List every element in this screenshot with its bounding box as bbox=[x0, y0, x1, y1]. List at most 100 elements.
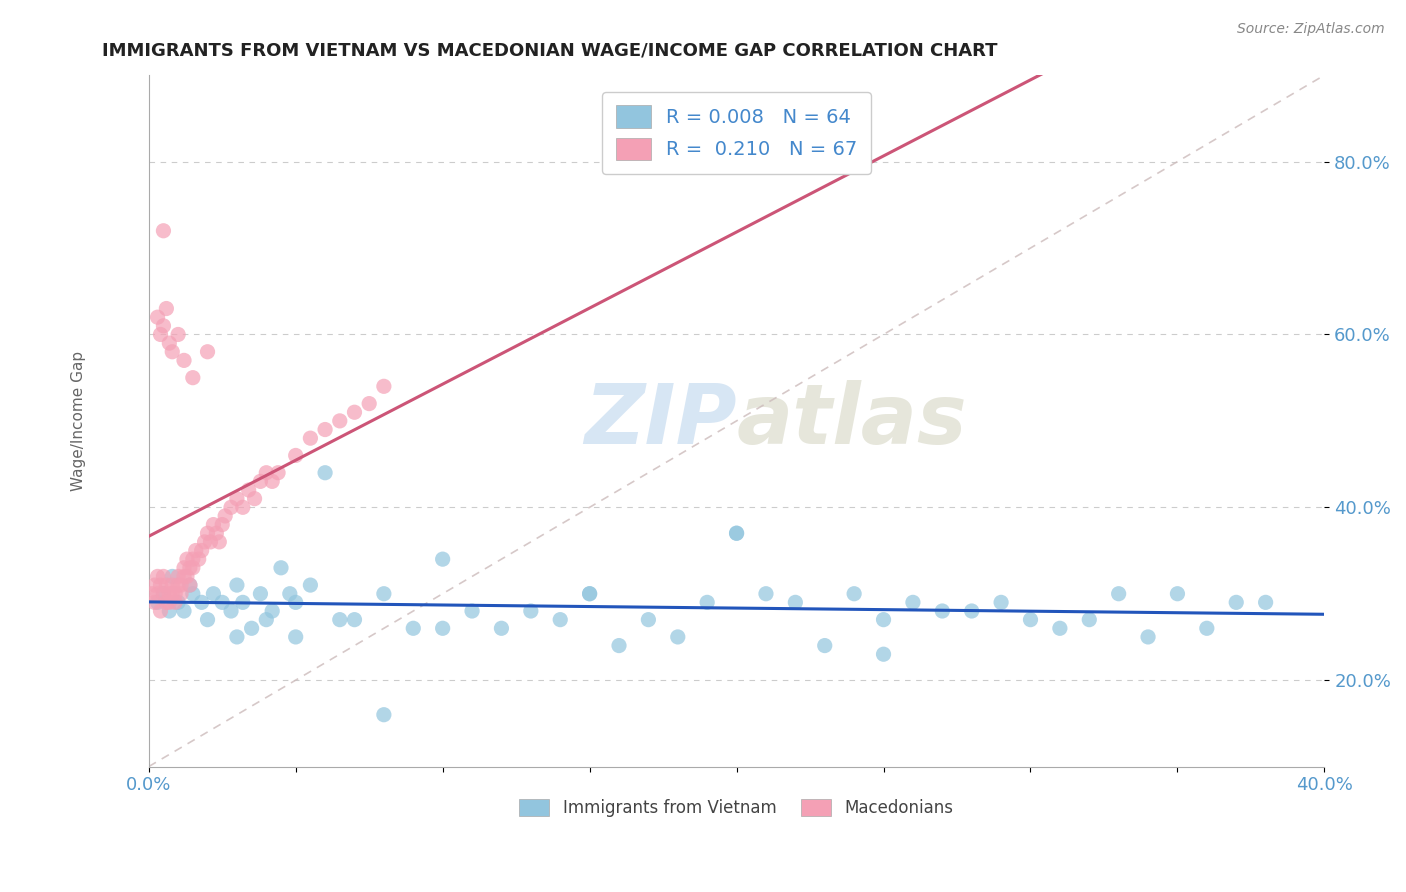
Point bbox=[214, 508, 236, 523]
Point bbox=[165, 595, 187, 609]
Point bbox=[173, 561, 195, 575]
Text: IMMIGRANTS FROM VIETNAM VS MACEDONIAN WAGE/INCOME GAP CORRELATION CHART: IMMIGRANTS FROM VIETNAM VS MACEDONIAN WA… bbox=[101, 42, 997, 60]
Point bbox=[284, 630, 307, 644]
Point bbox=[197, 526, 219, 541]
Point bbox=[181, 552, 204, 566]
Point bbox=[187, 552, 209, 566]
Point bbox=[208, 534, 231, 549]
Point bbox=[872, 613, 894, 627]
Point bbox=[270, 561, 292, 575]
Point bbox=[343, 613, 366, 627]
Point bbox=[149, 327, 172, 342]
Point bbox=[146, 587, 169, 601]
Point bbox=[314, 466, 336, 480]
Point bbox=[1195, 621, 1218, 635]
Point bbox=[143, 595, 166, 609]
Point bbox=[278, 587, 301, 601]
Point bbox=[181, 561, 204, 575]
Point bbox=[284, 595, 307, 609]
Point bbox=[232, 500, 254, 515]
Point bbox=[1166, 587, 1188, 601]
Point bbox=[149, 604, 172, 618]
Point bbox=[249, 587, 271, 601]
Point bbox=[181, 370, 204, 384]
Legend: Immigrants from Vietnam, Macedonians: Immigrants from Vietnam, Macedonians bbox=[513, 792, 960, 824]
Point bbox=[578, 587, 600, 601]
Point bbox=[461, 604, 484, 618]
Point bbox=[146, 310, 169, 325]
Point bbox=[931, 604, 953, 618]
Point bbox=[1078, 613, 1101, 627]
Point bbox=[254, 613, 277, 627]
Point bbox=[901, 595, 924, 609]
Point bbox=[190, 543, 212, 558]
Point bbox=[1225, 595, 1247, 609]
Point bbox=[232, 595, 254, 609]
Point bbox=[872, 647, 894, 661]
Point bbox=[725, 526, 748, 541]
Text: atlas: atlas bbox=[737, 380, 967, 461]
Point bbox=[162, 344, 184, 359]
Point bbox=[343, 405, 366, 419]
Point bbox=[243, 491, 266, 506]
Point bbox=[432, 621, 454, 635]
Point bbox=[202, 587, 225, 601]
Point bbox=[211, 595, 233, 609]
Point bbox=[1049, 621, 1071, 635]
Point bbox=[211, 517, 233, 532]
Point bbox=[960, 604, 983, 618]
Point bbox=[696, 595, 718, 609]
Point bbox=[725, 526, 748, 541]
Point bbox=[226, 630, 249, 644]
Point bbox=[262, 604, 284, 618]
Point bbox=[157, 336, 180, 351]
Point bbox=[262, 475, 284, 489]
Point bbox=[157, 604, 180, 618]
Point bbox=[219, 500, 242, 515]
Point bbox=[267, 466, 290, 480]
Point bbox=[637, 613, 659, 627]
Point bbox=[785, 595, 807, 609]
Point bbox=[814, 639, 837, 653]
Point bbox=[173, 569, 195, 583]
Point bbox=[173, 353, 195, 368]
Point bbox=[170, 587, 193, 601]
Point bbox=[254, 466, 277, 480]
Y-axis label: Wage/Income Gap: Wage/Income Gap bbox=[72, 351, 86, 491]
Text: ZIP: ZIP bbox=[583, 380, 737, 461]
Point bbox=[155, 301, 177, 316]
Point bbox=[219, 604, 242, 618]
Point bbox=[520, 604, 543, 618]
Point bbox=[141, 587, 163, 601]
Point bbox=[314, 423, 336, 437]
Point bbox=[1108, 587, 1130, 601]
Point bbox=[179, 578, 201, 592]
Point bbox=[167, 595, 190, 609]
Point bbox=[155, 595, 177, 609]
Point bbox=[167, 569, 190, 583]
Point bbox=[200, 534, 222, 549]
Point bbox=[607, 639, 630, 653]
Point bbox=[162, 578, 184, 592]
Point bbox=[157, 595, 180, 609]
Point bbox=[205, 526, 228, 541]
Point bbox=[666, 630, 689, 644]
Point bbox=[152, 587, 174, 601]
Point bbox=[226, 578, 249, 592]
Point bbox=[284, 449, 307, 463]
Point bbox=[146, 595, 169, 609]
Point bbox=[152, 318, 174, 333]
Point bbox=[373, 587, 395, 601]
Point bbox=[842, 587, 865, 601]
Point bbox=[432, 552, 454, 566]
Point bbox=[165, 587, 187, 601]
Point bbox=[194, 534, 217, 549]
Point bbox=[179, 561, 201, 575]
Point bbox=[197, 613, 219, 627]
Point bbox=[578, 587, 600, 601]
Point bbox=[152, 587, 174, 601]
Point bbox=[240, 621, 263, 635]
Point bbox=[548, 613, 571, 627]
Point bbox=[155, 578, 177, 592]
Point bbox=[179, 578, 201, 592]
